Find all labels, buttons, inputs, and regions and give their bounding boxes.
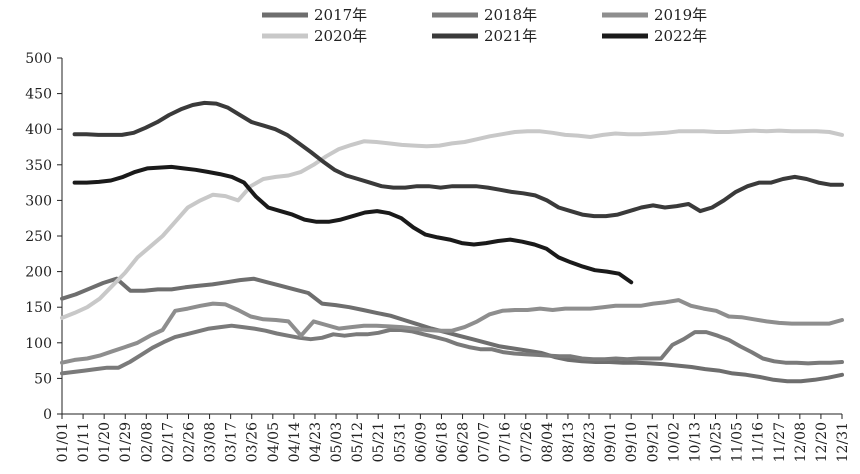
y-tick-label: 250 [25, 229, 52, 245]
y-tick-label: 200 [25, 265, 52, 281]
x-tick-label: 12/08 [793, 422, 809, 462]
series-line-2021年 [72, 100, 844, 219]
x-tick-label: 08/04 [540, 422, 556, 462]
x-tick-label: 05/03 [329, 422, 345, 462]
series-line-2022年 [72, 164, 634, 285]
x-tick-label: 02/26 [181, 422, 197, 462]
x-tick-label: 04/23 [308, 422, 324, 462]
x-axis: 01/01 01/11 01/20 01/29 02/08 02/17 02/26 03/08… [55, 413, 851, 462]
legend-label: 2018年 [484, 6, 537, 24]
x-tick-label: 01/11 [76, 422, 92, 462]
x-tick-label: 09/01 [603, 422, 619, 462]
x-tick-label: 01/01 [55, 422, 71, 462]
x-tick-label: 01/20 [97, 422, 113, 462]
x-tick-label: 07/07 [477, 422, 493, 462]
x-tick-label: 11/27 [772, 422, 788, 462]
legend-label: 2022年 [654, 27, 707, 45]
plot-lines [60, 100, 844, 384]
x-tick-label: 02/17 [160, 422, 176, 462]
legend-label: 2020年 [314, 27, 367, 45]
x-tick-label: 10/25 [709, 422, 725, 462]
x-tick-label: 07/16 [498, 422, 514, 462]
series-line-2019年 [60, 298, 844, 365]
x-tick-label: 10/02 [666, 422, 682, 462]
y-axis: 0 50 100 150 200 250 300 350 400 450 500 [25, 51, 63, 423]
x-tick-label: 11/05 [730, 422, 746, 462]
x-tick-label: 09/21 [645, 422, 661, 462]
legend-label: 2019年 [654, 6, 707, 24]
y-tick-label: 100 [25, 336, 52, 352]
x-tick-label: 04/14 [287, 422, 303, 462]
x-tick-label: 06/09 [413, 422, 429, 462]
y-tick-label: 400 [25, 122, 52, 138]
x-tick-label: 05/31 [392, 422, 408, 462]
x-tick-label: 02/08 [139, 422, 155, 462]
y-tick-label: 150 [25, 300, 52, 316]
y-tick-label: 300 [25, 193, 52, 209]
x-tick-label: 06/18 [434, 422, 450, 462]
series-line-2020年 [60, 128, 844, 320]
x-tick-label: 03/17 [224, 422, 240, 462]
x-tick-label: 12/20 [814, 422, 830, 462]
series-line-2017年 [60, 276, 844, 384]
x-tick-label: 01/29 [118, 422, 134, 462]
x-tick-label: 03/08 [203, 422, 219, 462]
legend-label: 2017年 [314, 6, 367, 24]
x-tick-label: 08/13 [561, 422, 577, 462]
x-tick-label: 08/23 [582, 422, 598, 462]
x-tick-label: 10/13 [687, 422, 703, 462]
x-tick-label: 05/12 [350, 422, 366, 462]
x-tick-label: 09/10 [624, 422, 640, 462]
x-tick-label: 05/21 [371, 422, 387, 462]
legend: 2017年 2018年 2019年 2020年 2021年 2022年 [262, 6, 707, 45]
x-tick-label: 07/26 [519, 422, 535, 462]
y-tick-label: 0 [43, 407, 52, 423]
y-tick-label: 50 [34, 371, 52, 387]
series-line-2018年 [60, 323, 844, 376]
x-tick-label: 04/05 [266, 422, 282, 462]
y-tick-label: 500 [25, 51, 52, 67]
y-tick-label: 350 [25, 158, 52, 174]
x-tick-label: 12/31 [835, 422, 851, 462]
legend-label: 2021年 [484, 27, 537, 45]
y-tick-label: 450 [25, 87, 52, 103]
x-tick-label: 11/16 [751, 422, 767, 462]
x-tick-label: 03/26 [245, 422, 261, 462]
x-tick-label: 06/28 [456, 422, 472, 462]
